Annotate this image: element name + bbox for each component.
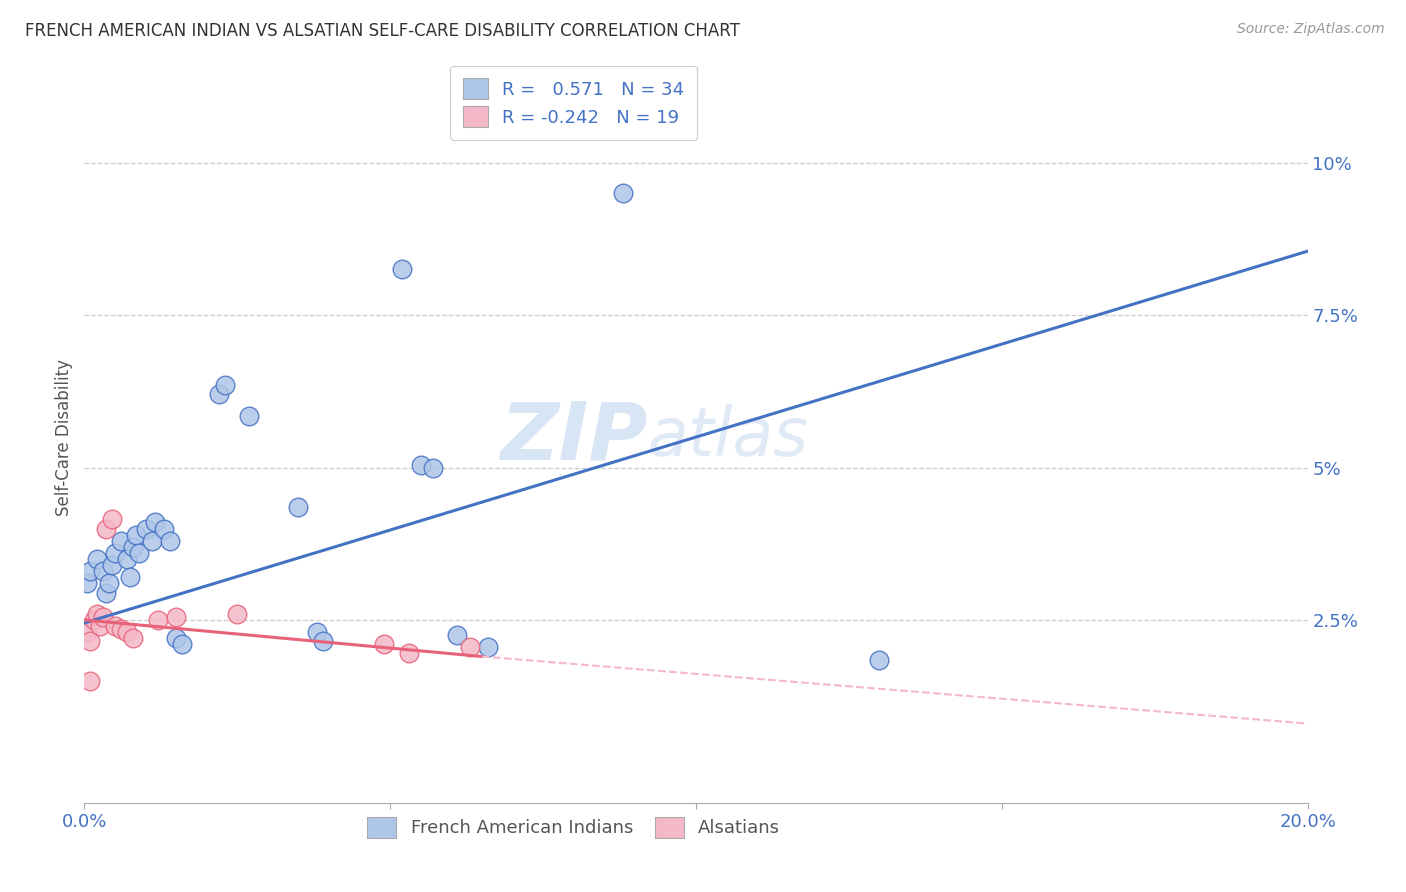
Legend: French American Indians, Alsatians: French American Indians, Alsatians: [357, 806, 790, 848]
Point: [79, 564, 101, 578]
Point: [104, 619, 127, 633]
Point: [869, 652, 891, 666]
Point: [122, 540, 145, 554]
Text: ZIP: ZIP: [499, 398, 647, 476]
Point: [86, 552, 108, 566]
Point: [135, 521, 157, 535]
Point: [83, 613, 105, 627]
Point: [94, 585, 117, 599]
Point: [612, 186, 634, 201]
Point: [89, 619, 111, 633]
Point: [214, 378, 236, 392]
Point: [91, 610, 114, 624]
Point: [165, 632, 187, 646]
Point: [110, 622, 132, 636]
Point: [312, 634, 335, 648]
Point: [422, 460, 444, 475]
Y-axis label: Self-Care Disability: Self-Care Disability: [55, 359, 73, 516]
Text: FRENCH AMERICAN INDIAN VS ALSATIAN SELF-CARE DISABILITY CORRELATION CHART: FRENCH AMERICAN INDIAN VS ALSATIAN SELF-…: [25, 22, 740, 40]
Point: [287, 500, 309, 515]
Point: [141, 533, 163, 548]
Point: [125, 527, 148, 541]
Point: [101, 558, 124, 573]
Point: [115, 625, 138, 640]
Point: [79, 673, 101, 688]
Point: [238, 409, 260, 423]
Point: [398, 647, 420, 661]
Point: [165, 610, 187, 624]
Point: [446, 628, 468, 642]
Point: [79, 634, 101, 648]
Point: [76, 576, 98, 591]
Point: [104, 546, 127, 560]
Point: [477, 640, 499, 655]
Point: [120, 570, 142, 584]
Text: Source: ZipAtlas.com: Source: ZipAtlas.com: [1237, 22, 1385, 37]
Point: [97, 576, 120, 591]
Point: [128, 546, 150, 560]
Point: [373, 637, 395, 651]
Point: [159, 533, 181, 548]
Point: [86, 607, 108, 621]
Point: [146, 613, 169, 627]
Point: [305, 625, 328, 640]
Point: [110, 533, 132, 548]
Point: [153, 521, 176, 535]
Point: [208, 387, 231, 401]
Point: [458, 640, 481, 655]
Point: [172, 637, 194, 651]
Point: [143, 516, 166, 530]
Text: atlas: atlas: [647, 404, 808, 470]
Point: [122, 632, 145, 646]
Point: [101, 512, 124, 526]
Point: [115, 552, 138, 566]
Point: [76, 625, 98, 640]
Point: [409, 458, 432, 472]
Point: [94, 521, 117, 535]
Point: [91, 564, 114, 578]
Point: [226, 607, 249, 621]
Point: [391, 262, 413, 277]
